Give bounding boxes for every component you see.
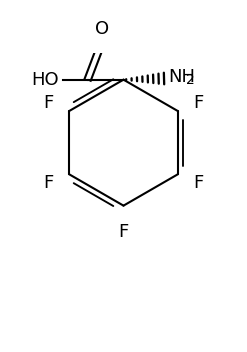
Text: NH: NH	[168, 68, 195, 86]
Text: F: F	[193, 174, 203, 192]
Text: HO: HO	[32, 71, 59, 89]
Text: F: F	[193, 94, 203, 112]
Text: F: F	[118, 223, 129, 241]
Text: F: F	[44, 94, 54, 112]
Text: 2: 2	[186, 73, 195, 87]
Text: O: O	[95, 20, 110, 38]
Text: F: F	[44, 174, 54, 192]
